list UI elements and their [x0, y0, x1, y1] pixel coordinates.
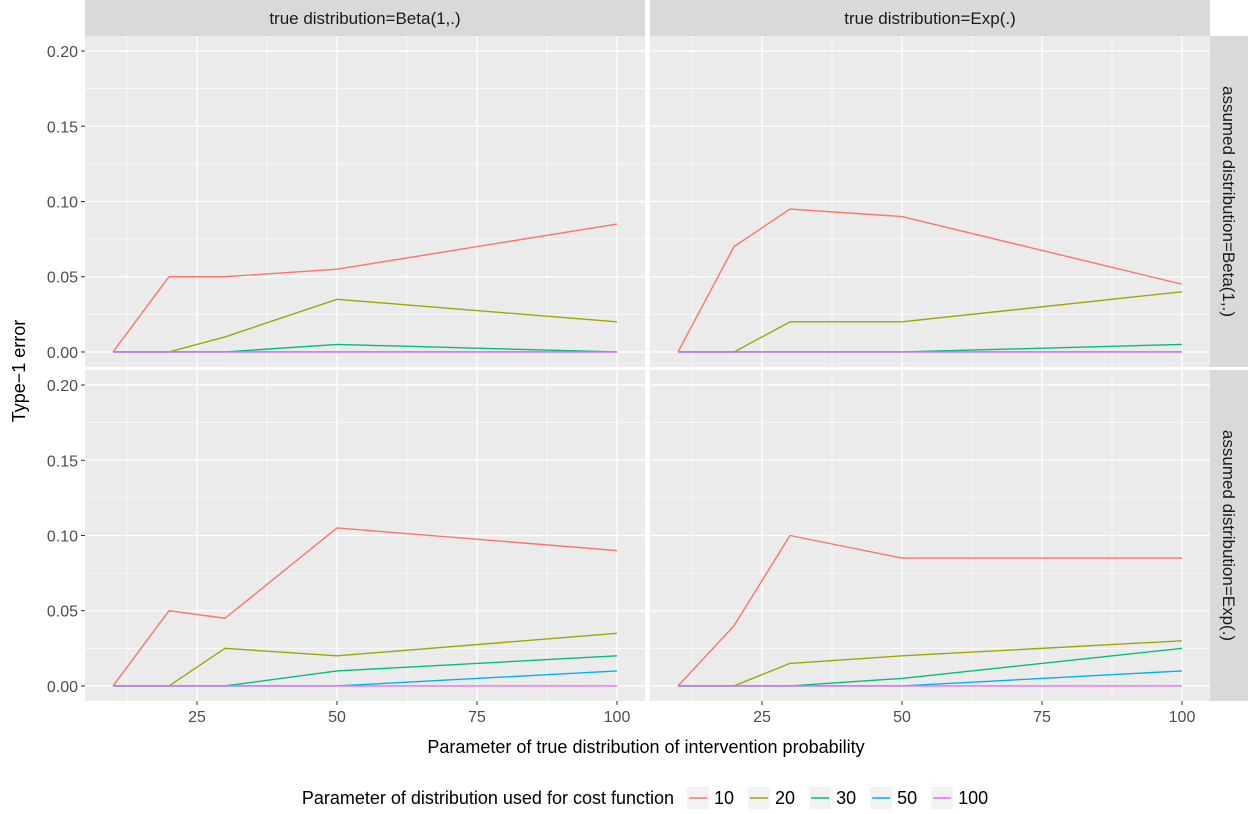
legend-key-20	[748, 787, 771, 809]
column-strip-label: true distribution=Beta(1,.)	[269, 9, 460, 28]
legend-key-50	[870, 787, 893, 809]
x-tick-label: 50	[893, 709, 911, 726]
legend-label: 50	[897, 788, 917, 808]
series-line-10	[112, 223, 618, 353]
y-tick-label: 0.00	[47, 679, 78, 696]
y-tick-label: 0.05	[47, 604, 78, 621]
panel-series-1-1	[677, 534, 1183, 687]
legend-key-10	[687, 787, 710, 809]
legend-title: Parameter of distribution used for cost …	[302, 788, 674, 808]
panels-layer	[85, 36, 1210, 701]
legend-key-100	[931, 787, 954, 809]
panel-1-0	[85, 370, 645, 701]
row-strip-label: assumed distribution=Exp(.)	[1219, 430, 1238, 641]
row-strip-background	[1210, 370, 1248, 701]
row-strip-background	[1210, 36, 1248, 367]
legend-label: 20	[775, 788, 795, 808]
y-tick-label: 0.15	[47, 119, 78, 136]
x-tick-label: 25	[188, 709, 206, 726]
y-tick-label: 0.20	[47, 378, 78, 395]
x-tick-label: 25	[753, 709, 771, 726]
panel-series-0-0	[112, 223, 618, 353]
legend-label: 30	[836, 788, 856, 808]
panel-1-1	[650, 370, 1210, 701]
series-line-10	[677, 208, 1183, 353]
legend-label: 100	[958, 788, 988, 808]
legend: Parameter of distribution used for cost …	[302, 787, 988, 809]
x-tick-label: 50	[328, 709, 346, 726]
column-strip-label: true distribution=Exp(.)	[844, 9, 1016, 28]
x-axis-title: Parameter of true distribution of interv…	[427, 737, 864, 757]
x-tick-label: 75	[1033, 709, 1051, 726]
y-tick-label: 0.15	[47, 453, 78, 470]
series-line-10	[677, 534, 1182, 687]
y-tick-label: 0.00	[47, 345, 78, 362]
x-tick-label: 100	[604, 709, 631, 726]
y-tick-label: 0.10	[47, 529, 78, 546]
x-tick-label: 100	[1169, 709, 1196, 726]
column-strip-background	[85, 0, 645, 36]
x-tick-label: 75	[468, 709, 486, 726]
y-tick-label: 0.05	[47, 270, 78, 287]
column-strip-background	[650, 0, 1210, 36]
y-axis-title: Type−1 error	[9, 320, 29, 423]
legend-key-30	[809, 787, 832, 809]
panel-0-1	[650, 36, 1210, 367]
y-tick-label: 0.20	[47, 44, 78, 61]
legend-label: 10	[714, 788, 734, 808]
panel-series-0-1	[677, 208, 1183, 353]
row-strip-label: assumed distribution=Beta(1,.)	[1219, 86, 1238, 317]
axes-layer: 0.00 0.05 0.10 0.15 0.20 0.00 0.05 0.10 0.15 0.20…	[47, 44, 1196, 726]
strips-layer: true distribution=Beta(1,.) true distribu…	[85, 0, 1248, 701]
series-line-10	[112, 527, 618, 687]
y-tick-label: 0.10	[47, 195, 78, 212]
panel-series-1-0	[112, 527, 618, 687]
